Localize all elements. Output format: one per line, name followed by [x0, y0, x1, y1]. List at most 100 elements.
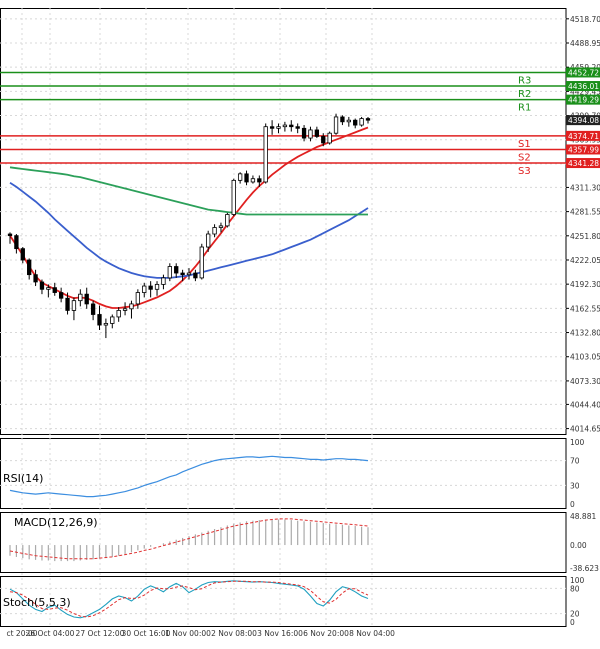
candle — [122, 302, 128, 316]
candle-body — [110, 316, 115, 324]
candle — [20, 247, 25, 264]
candle-body — [212, 227, 217, 235]
candle-body — [199, 246, 204, 279]
rsi-pane: RSI(14) — [0, 455, 566, 498]
candle-body — [269, 126, 275, 129]
candle-body — [97, 314, 102, 326]
stoch-tick-label: 80 — [570, 584, 580, 593]
candle — [39, 279, 45, 295]
candle-body — [33, 274, 38, 283]
candle — [71, 297, 77, 321]
candle-body — [142, 285, 147, 293]
stoch-tick-label: 100 — [570, 576, 585, 585]
candle-body — [71, 300, 77, 311]
price-tick-label: 4073.30 — [570, 377, 600, 386]
candle — [7, 232, 13, 244]
candle — [90, 300, 96, 321]
candle-body — [180, 272, 185, 276]
level-label-r2: R2 — [518, 89, 531, 100]
rsi-label: RSI(14) — [3, 472, 43, 485]
level-price-tag-text: 4436.01 — [568, 82, 599, 91]
candle — [142, 282, 147, 298]
time-tick-label: 26 Oct 04:00 — [26, 629, 75, 638]
rsi-tick-label: 30 — [570, 481, 580, 490]
price-tick-label: 4132.80 — [570, 329, 600, 338]
candle-body — [206, 233, 211, 248]
macd-signal-line — [9, 518, 369, 560]
macd-tick-label: 0.00 — [570, 541, 587, 550]
candle-body — [167, 266, 172, 279]
candle — [250, 175, 256, 184]
candle-body — [263, 126, 268, 183]
candle — [218, 222, 224, 233]
price-tick-label: 4311.30 — [570, 183, 600, 192]
level-price-tag-text: 4374.71 — [568, 132, 599, 141]
candle — [180, 269, 185, 282]
price-tick-label: 4044.40 — [570, 400, 600, 409]
candle — [295, 123, 300, 134]
candle-body — [20, 248, 25, 261]
candle-body — [148, 285, 153, 290]
candle-body — [78, 293, 83, 302]
price-tick-label: 4162.55 — [570, 304, 600, 313]
candle — [359, 116, 364, 127]
level-price-tag — [566, 158, 600, 169]
candle-body — [250, 178, 256, 183]
time-tick-label: ct 20:00 — [6, 629, 37, 638]
candle — [212, 224, 217, 238]
candle — [346, 116, 351, 127]
candle-body — [365, 118, 371, 121]
level-label-s1: S1 — [518, 139, 531, 150]
price-tick-label: 4429.45 — [570, 87, 600, 96]
stoch-pane-frame — [0, 576, 567, 627]
candle — [333, 113, 339, 135]
level-price-tag — [566, 94, 600, 105]
level-price-tag — [566, 130, 600, 141]
candle-body — [257, 178, 262, 183]
time-tick-label: 1 Nov 00:00 — [165, 629, 211, 638]
rsi-pane-frame — [0, 438, 567, 509]
candle-body — [218, 225, 224, 228]
candle — [308, 126, 313, 142]
candle-body — [58, 292, 64, 299]
candle-body — [295, 126, 300, 129]
level-price-tag-text: 4452.72 — [568, 68, 599, 77]
level-price-tag — [566, 144, 600, 155]
candle — [116, 307, 121, 322]
time-tick-label: 8 Nov 04:00 — [349, 629, 395, 638]
last-price-tag-text: 4394.08 — [568, 116, 599, 125]
candle — [193, 269, 198, 282]
time-tick-label: 6 Nov 20:00 — [303, 629, 349, 638]
candle-body — [353, 119, 358, 126]
candle-body — [84, 293, 89, 305]
candle — [237, 172, 243, 184]
macd-tick-label: 48.881 — [570, 512, 596, 521]
level-label-s2: S2 — [518, 152, 531, 163]
candle-body — [327, 132, 332, 144]
candle-body — [116, 310, 121, 318]
grid — [0, 8, 567, 627]
candle-body — [52, 287, 57, 293]
candle — [365, 116, 371, 124]
candle — [167, 263, 172, 282]
macd-label: MACD(12,26,9) — [14, 516, 98, 529]
rsi-tick-label: 100 — [570, 438, 585, 447]
price-tick-label: 4103.05 — [570, 353, 600, 362]
candle — [225, 212, 230, 228]
candle — [58, 287, 64, 303]
candle — [340, 115, 345, 126]
candle-body — [193, 272, 198, 279]
candle-body — [39, 281, 45, 290]
macd-tick-label: -38.623 — [570, 564, 599, 573]
candle — [52, 282, 57, 296]
candle-body — [90, 303, 96, 315]
candle — [14, 234, 19, 254]
macd-pane: MACD(12,26,9) — [9, 516, 369, 562]
rsi-tick-label: 70 — [570, 457, 580, 466]
level-price-tag — [566, 81, 600, 92]
candle — [161, 274, 166, 290]
candle — [186, 268, 192, 280]
candle-body — [276, 126, 281, 129]
candle-body — [346, 119, 351, 123]
